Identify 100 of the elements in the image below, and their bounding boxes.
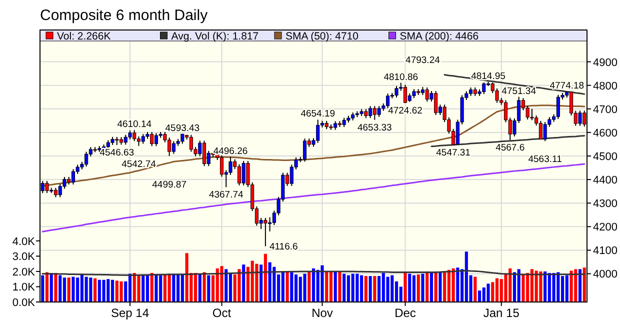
candlestick [220,154,224,178]
bar [185,253,188,302]
bar [238,269,241,302]
bar [84,276,88,302]
text: 4547.31 [436,147,470,158]
bar [62,278,66,302]
bar [58,275,62,302]
bar [565,275,568,302]
bar [495,278,499,302]
bar [552,272,556,302]
text: 4654.19 [300,108,336,120]
bar [45,272,49,302]
bar [474,276,477,302]
bar [320,265,324,302]
bar [172,274,176,302]
candlestick [302,138,307,162]
text: 4793.24 [406,54,440,66]
candlestick [202,140,206,167]
bar [180,274,184,302]
x-tick-label: Dec [394,306,416,320]
candlestick [45,180,49,194]
y2-tick-label: 4900 [593,56,618,69]
bar [54,272,58,302]
bar [106,279,110,302]
bar [578,269,582,302]
x-tick-label: Nov [312,306,333,320]
y2-tick-label: 4800 [593,80,618,92]
bar [198,274,202,302]
x-tick-label: Oct [212,306,232,320]
candlestick [237,164,242,186]
y2-tick-label: 4100 [593,245,618,258]
text: 4367.74 [208,190,244,201]
text: 4116.6 [269,241,298,252]
bar [272,266,276,302]
bar [582,268,586,302]
y2-tick-label: 4300 [593,198,618,210]
legend-label: Vol: 2.266K [57,30,111,42]
bar [421,274,424,302]
text: 4653.33 [357,122,392,134]
text: 4593.43 [165,122,200,134]
y-tick-label: 3.0K [12,251,36,264]
y2-tick-label: 4200 [593,222,618,234]
bar [534,270,538,302]
bar [286,272,289,302]
candlestick [228,156,232,176]
legend-label: SMA (50): 4710 [286,30,359,42]
bar [408,274,412,302]
bar [41,275,44,302]
bar [128,274,132,302]
bar [150,272,154,302]
bar [491,282,494,302]
bar [416,274,420,302]
bar [378,276,381,302]
bar [368,276,372,302]
bar [544,271,547,302]
bar [303,274,306,302]
bar [294,274,298,302]
bar [207,275,210,302]
bar [146,275,150,302]
y-tick-label: 2.0K [12,266,36,278]
candlestick [578,110,582,126]
bar [202,272,206,302]
bar [312,268,316,302]
x-tick-label: Sep 14 [110,306,150,320]
bar [268,262,272,302]
bar [351,274,354,302]
text: 4542.74 [122,158,156,170]
bar [373,276,376,302]
bar [517,269,520,302]
bar [404,272,407,302]
text: 4496.26 [213,146,248,157]
legend-label: SMA (200): 4466 [400,30,479,42]
bar [102,280,106,302]
y-tick-label: 0.0K [12,297,36,309]
bar [426,271,429,302]
chart-title: Composite 6 month Daily [40,7,208,24]
bar [412,275,416,302]
bar [242,264,246,302]
text: 4751.34 [502,86,536,97]
y2-tick-label: 4400 [593,174,618,187]
bar [338,271,342,302]
text: 4563.11 [528,154,562,166]
y2-tick-label: 4000 [593,268,618,281]
bar [478,290,482,302]
x-tick-label: Jan 15 [483,306,520,320]
bar [556,272,560,302]
bar [72,276,75,302]
candlestick [394,86,398,98]
text: 4567.6 [496,142,525,154]
bar [364,276,368,302]
bar [522,274,525,302]
bar [325,271,328,302]
bar [137,274,140,302]
candlestick [386,93,390,109]
bar [342,274,346,302]
candlestick [136,136,141,146]
bar [438,272,442,302]
bar [50,272,53,302]
text: 4724.62 [388,106,422,117]
bar [154,274,158,302]
